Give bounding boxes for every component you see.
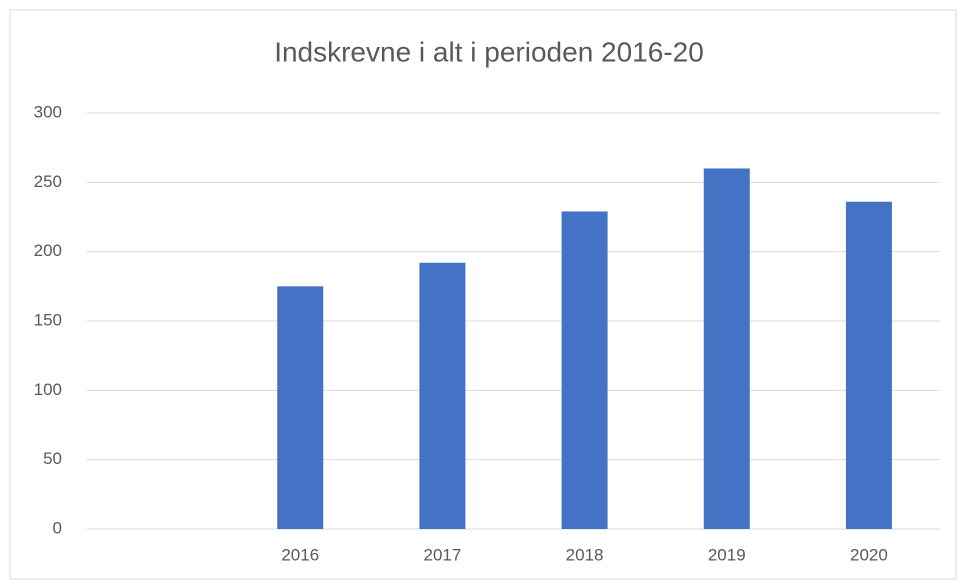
y-tick-label: 0 (53, 518, 62, 537)
x-tick-label: 2020 (850, 545, 888, 564)
y-tick-label: 100 (34, 380, 62, 399)
bar (845, 201, 892, 529)
bar (703, 168, 750, 529)
y-tick-label: 50 (43, 449, 62, 468)
y-tick-label: 200 (34, 241, 62, 260)
bar (419, 262, 466, 529)
chart-title: Indskrevne i alt i perioden 2016-20 (274, 36, 704, 67)
x-tick-label: 2018 (566, 545, 604, 564)
x-tick-label: 2016 (281, 545, 319, 564)
x-tick-label: 2019 (708, 545, 746, 564)
y-tick-label: 150 (34, 310, 62, 329)
y-tick-label: 300 (34, 102, 62, 121)
y-tick-label: 250 (34, 172, 62, 191)
bar (561, 211, 608, 529)
x-tick-label: 2017 (424, 545, 462, 564)
chart-border (9, 9, 957, 580)
bar (277, 286, 324, 529)
